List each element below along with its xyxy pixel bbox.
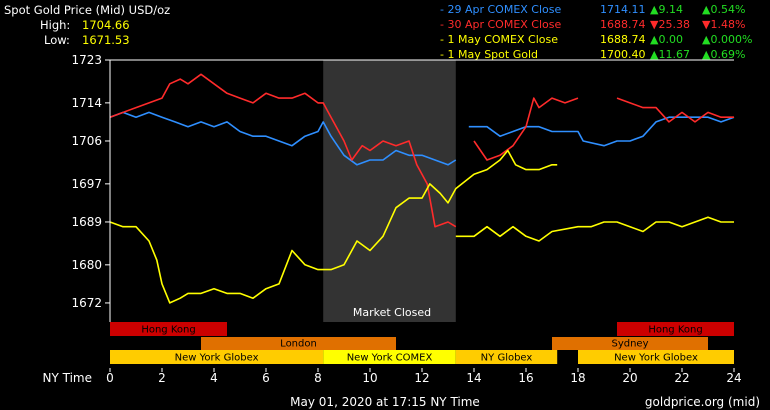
session-label: Hong Kong — [141, 325, 195, 336]
legend-change: ▲0.00 — [650, 33, 683, 46]
session-bar — [578, 350, 734, 364]
x-tick-label: 6 — [262, 371, 270, 385]
x-tick-label: 20 — [622, 371, 637, 385]
session-bar — [323, 350, 456, 364]
legend-value: 1700.40 — [600, 48, 646, 61]
legend-percent: ▲0.000% — [702, 33, 753, 46]
x-tick-label: 0 — [106, 371, 114, 385]
legend-percent: ▼1.48% — [702, 18, 746, 31]
footer-timestamp: May 01, 2020 at 17:15 NY Time — [290, 395, 480, 409]
session-label: London — [280, 339, 317, 350]
session-label: New York COMEX — [347, 353, 433, 364]
market-closed-band — [323, 60, 456, 322]
legend-value: 1688.74 — [600, 18, 646, 31]
legend-change: ▼25.38 — [650, 18, 690, 31]
y-tick-label: 1706 — [71, 134, 102, 148]
x-tick-label: 12 — [414, 371, 429, 385]
x-tick-label: 16 — [518, 371, 533, 385]
series-line — [109, 73, 457, 228]
x-tick-label: 4 — [210, 371, 218, 385]
legend-series-name: - 1 May COMEX Close — [440, 33, 558, 46]
session-bar — [201, 337, 396, 350]
low-label: Low: — [44, 33, 70, 47]
high-value: 1704.66 — [82, 18, 130, 32]
chart-title: Spot Gold Price (Mid) USD/oz — [4, 3, 171, 17]
legend-value: 1714.11 — [600, 3, 646, 16]
x-tick-label: 8 — [314, 371, 322, 385]
x-tick-label: 18 — [570, 371, 585, 385]
market-closed-label: Market Closed — [353, 306, 431, 319]
series-line — [473, 97, 579, 161]
legend-series-name: - 30 Apr COMEX Close — [440, 18, 562, 31]
session-label: Sydney — [611, 339, 648, 350]
series-line — [109, 111, 457, 166]
session-label: New York Globex — [614, 353, 698, 364]
session-bar — [110, 322, 227, 336]
session-bar — [110, 350, 324, 364]
high-label: High: — [40, 18, 71, 32]
y-tick-label: 1723 — [71, 53, 102, 67]
legend-change: ▲11.67 — [650, 48, 690, 61]
session-label: New York Globex — [175, 353, 259, 364]
legend-percent: ▲0.54% — [702, 3, 746, 16]
legend-change: ▲9.14 — [650, 3, 683, 16]
low-value: 1671.53 — [82, 33, 130, 47]
legend-series-name: - 1 May Spot Gold — [440, 48, 538, 61]
session-bar — [617, 322, 734, 336]
session-bar — [552, 337, 708, 350]
y-tick-label: 1697 — [71, 177, 102, 191]
x-tick-label: 10 — [362, 371, 377, 385]
series-line — [455, 216, 734, 242]
session-label: NY Globex — [481, 353, 533, 364]
legend-series-name: - 29 Apr COMEX Close — [440, 3, 562, 16]
x-tick-label: 14 — [466, 371, 481, 385]
x-tick-label: 2 — [158, 371, 166, 385]
y-tick-label: 1714 — [71, 96, 102, 110]
y-tick-label: 1672 — [71, 296, 102, 310]
x-tick-label: 22 — [674, 371, 689, 385]
series-line — [468, 116, 735, 147]
legend-value: 1688.74 — [600, 33, 646, 46]
session-label: Hong Kong — [648, 325, 702, 336]
series-line — [109, 149, 558, 304]
footer-source: goldprice.org (mid) — [645, 395, 760, 409]
y-tick-label: 1680 — [71, 258, 102, 272]
x-tick-label: 24 — [726, 371, 741, 385]
x-axis-label: NY Time — [43, 371, 93, 385]
session-bar — [455, 350, 558, 364]
legend-percent: ▲0.69% — [702, 48, 746, 61]
y-tick-label: 1689 — [71, 215, 102, 229]
series-line — [616, 97, 734, 123]
